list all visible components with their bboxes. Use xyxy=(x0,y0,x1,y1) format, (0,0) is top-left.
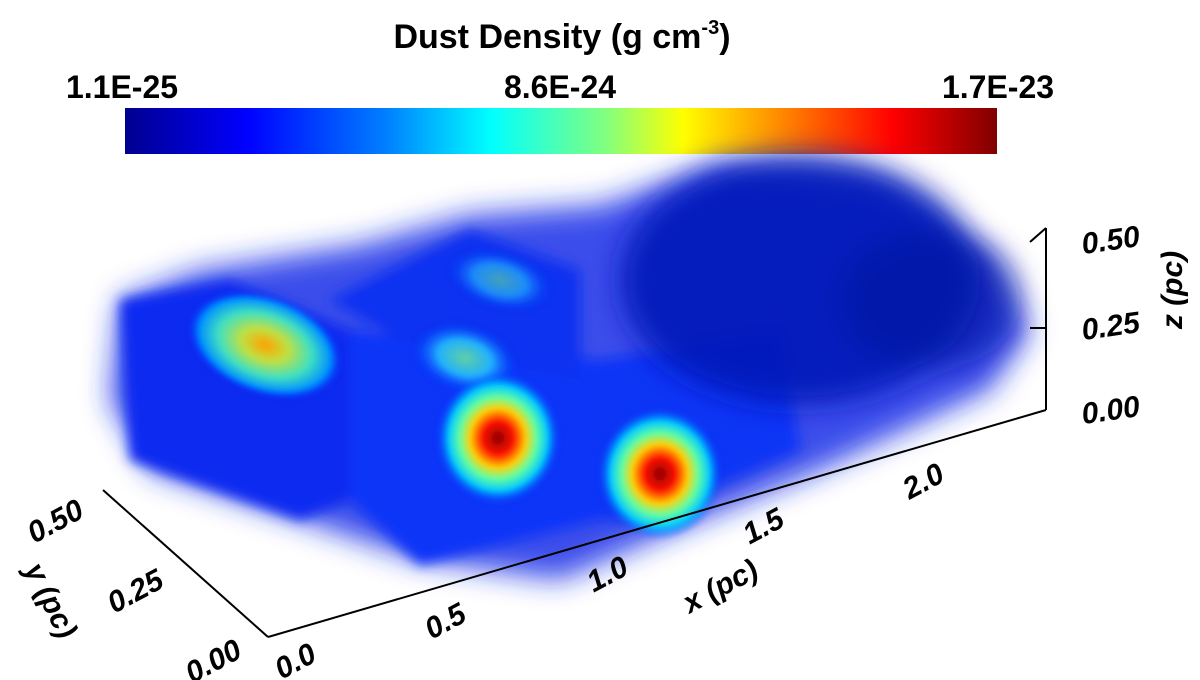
volume-render xyxy=(110,155,1030,580)
z-tick-label: 0.50 xyxy=(1079,220,1142,261)
diffuse-sphere xyxy=(620,155,1020,405)
x-tick-label: 0.5 xyxy=(419,597,472,646)
colorbar-max-label: 1.7E-23 xyxy=(942,69,1054,105)
y-tick-label: 0.00 xyxy=(180,633,247,680)
y-tick-label: 0.25 xyxy=(102,563,170,620)
y-tick-label: 0.50 xyxy=(22,493,89,550)
z-tick-label: 0.25 xyxy=(1079,306,1143,347)
z-tick-label: 0.00 xyxy=(1079,390,1142,431)
colorbar-min-label: 1.1E-25 xyxy=(66,69,178,105)
x-tick-label: 2.0 xyxy=(896,457,949,506)
dense-clumps xyxy=(187,247,722,540)
colorbar-mid-label: 8.6E-24 xyxy=(504,69,616,105)
z-tick-labels: 0.00 0.25 0.50 xyxy=(1079,220,1143,431)
colorbar-group: Dust Density (g cm-3) 1.1E-25 8.6E-24 1.… xyxy=(66,17,1054,154)
z-axis-label: z (pc) xyxy=(1156,251,1189,330)
x-axis-line xyxy=(267,409,1047,638)
x-tick-label: 1.5 xyxy=(737,502,790,551)
z-tick-0.50 xyxy=(1029,227,1047,243)
colorbar xyxy=(125,108,997,154)
chart-title: Dust Density (g cm-3) xyxy=(393,17,730,56)
x-tick-label: 0.0 xyxy=(269,637,322,680)
y-axis-label: y (pc) xyxy=(17,556,84,644)
x-axis-label: x (pc) xyxy=(676,553,764,621)
y-axis-line xyxy=(102,489,269,638)
axes xyxy=(102,227,1047,638)
